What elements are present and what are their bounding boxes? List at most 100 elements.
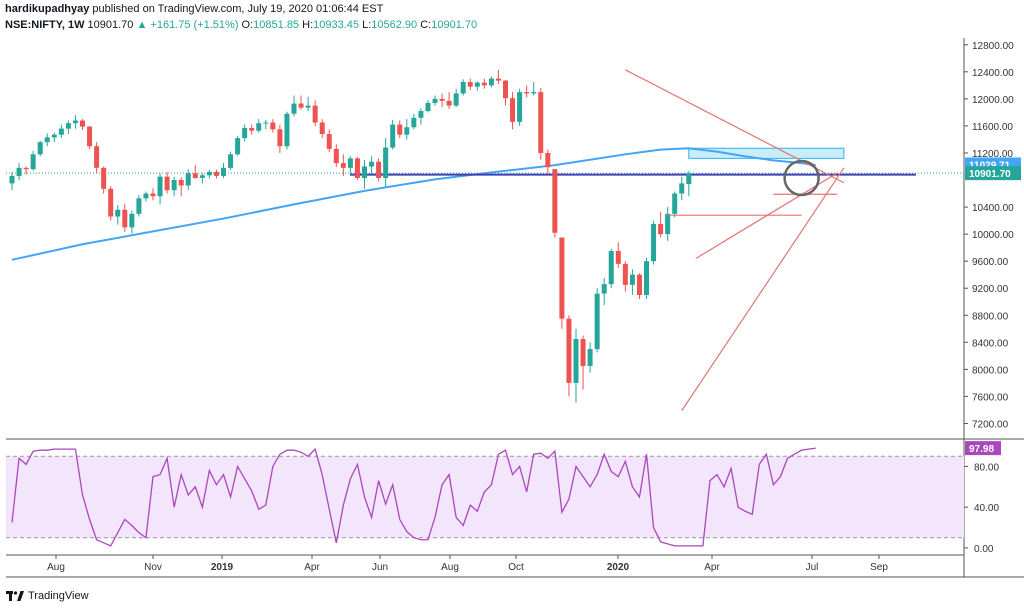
price-label: 10901.70 bbox=[969, 169, 1011, 180]
rsi-tick-label: 80.00 bbox=[974, 462, 999, 473]
candle-body bbox=[136, 198, 142, 214]
candle bbox=[453, 88, 459, 107]
candle-body bbox=[270, 122, 276, 130]
candle bbox=[538, 88, 544, 160]
candle bbox=[101, 166, 107, 194]
candle-body bbox=[495, 78, 501, 81]
rsi-value-label: 97.98 bbox=[969, 444, 994, 455]
candle bbox=[651, 220, 657, 265]
candles bbox=[9, 69, 692, 403]
candle bbox=[432, 95, 438, 106]
candle-body bbox=[686, 173, 692, 185]
candle-body bbox=[326, 134, 332, 149]
candle bbox=[284, 111, 290, 150]
low-value: 10562.90 bbox=[371, 19, 418, 31]
time-tick-label: 2020 bbox=[607, 562, 630, 573]
tradingview-logo-icon bbox=[6, 591, 24, 601]
candle bbox=[644, 257, 649, 300]
candle bbox=[559, 237, 565, 329]
trend-line bbox=[695, 172, 838, 259]
candle bbox=[665, 207, 671, 241]
candle bbox=[65, 120, 71, 135]
candle-body bbox=[665, 213, 671, 235]
price-tick-label: 10000.00 bbox=[972, 230, 1014, 241]
candle-body bbox=[87, 126, 93, 147]
author-name[interactable]: hardikupadhyay bbox=[5, 3, 90, 15]
candle-body bbox=[404, 127, 410, 135]
candle-body bbox=[644, 261, 649, 295]
candle bbox=[376, 158, 382, 182]
price-tick-label: 9200.00 bbox=[972, 284, 1009, 295]
candle bbox=[629, 269, 635, 295]
candle-body bbox=[672, 193, 678, 214]
time-tick-label: Apr bbox=[304, 562, 320, 573]
candle bbox=[347, 156, 353, 174]
candle-body bbox=[467, 81, 473, 87]
published-text: published on TradingView.com, July 19, 2… bbox=[92, 3, 384, 15]
candle bbox=[587, 342, 593, 373]
rsi-value-box bbox=[965, 441, 1001, 456]
candle bbox=[467, 78, 473, 91]
candle bbox=[16, 163, 22, 181]
candle-body bbox=[594, 293, 600, 350]
time-tick-label: Jul bbox=[806, 562, 819, 573]
candle-body bbox=[263, 122, 269, 124]
candle-body bbox=[446, 100, 452, 106]
candle-body bbox=[481, 82, 487, 86]
candle bbox=[679, 176, 685, 201]
candle-body bbox=[305, 105, 311, 108]
rsi-band bbox=[6, 456, 964, 538]
candle bbox=[249, 124, 255, 135]
candle bbox=[298, 95, 304, 110]
price-tick-label: 11200.00 bbox=[972, 149, 1013, 160]
candle-body bbox=[256, 123, 262, 131]
candle bbox=[30, 150, 36, 171]
price-label-box bbox=[965, 166, 1021, 181]
candle bbox=[369, 156, 375, 174]
candle bbox=[256, 119, 262, 133]
price-tick-label: 12400.00 bbox=[972, 68, 1014, 79]
candle-body bbox=[510, 98, 516, 122]
candle-body bbox=[679, 183, 685, 194]
open-label: O: bbox=[241, 19, 254, 31]
candle bbox=[615, 242, 621, 268]
tradingview-brand[interactable]: TradingView bbox=[28, 590, 89, 602]
candle-body bbox=[143, 193, 149, 199]
rsi-tick-label: 0.00 bbox=[974, 544, 994, 555]
candle-body bbox=[30, 154, 36, 170]
candle bbox=[552, 169, 558, 238]
candle bbox=[545, 149, 551, 174]
price-tick-label: 8800.00 bbox=[972, 311, 1009, 322]
candle-body bbox=[397, 124, 403, 135]
candle-body bbox=[517, 92, 523, 122]
candle bbox=[164, 171, 170, 194]
candle bbox=[263, 119, 269, 130]
candle bbox=[122, 203, 128, 233]
candle bbox=[418, 108, 424, 125]
candle-body bbox=[390, 124, 396, 148]
candle bbox=[594, 288, 600, 353]
candle-body bbox=[362, 166, 367, 178]
candle-body bbox=[503, 80, 508, 99]
time-tick-label: Apr bbox=[704, 562, 720, 573]
candle bbox=[136, 194, 142, 217]
candle bbox=[37, 140, 43, 157]
candle-body bbox=[636, 274, 642, 295]
candle-body bbox=[573, 338, 579, 383]
price-change: ▲ +161.75 (+1.51%) bbox=[136, 19, 239, 31]
candle bbox=[601, 278, 607, 306]
candle-body bbox=[432, 98, 438, 103]
trend-line bbox=[681, 167, 845, 411]
symbol-header: NSE:NIFTY, 1W 10901.70 ▲ +161.75 (+1.51%… bbox=[5, 19, 477, 31]
high-value: 10933.45 bbox=[313, 19, 360, 31]
candle bbox=[531, 81, 537, 96]
candle-body bbox=[333, 148, 339, 164]
candle bbox=[206, 169, 212, 179]
candle-body bbox=[94, 146, 100, 168]
candle-body bbox=[51, 134, 57, 138]
candle bbox=[474, 81, 480, 91]
candle-body bbox=[129, 213, 135, 228]
candle bbox=[503, 79, 508, 106]
candle bbox=[185, 169, 191, 191]
